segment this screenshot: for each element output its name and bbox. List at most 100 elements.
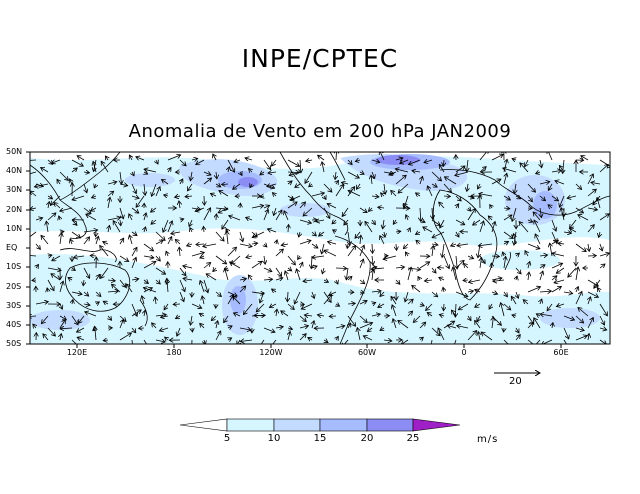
wind-vector: [312, 291, 314, 298]
wind-vector: [332, 220, 336, 224]
wind-vector: [213, 154, 216, 161]
wind-vector: [372, 302, 376, 304]
wind-vector: [59, 171, 68, 180]
wind-vector: [371, 196, 379, 197]
wind-vector: [309, 184, 312, 187]
wind-vector: [120, 238, 124, 245]
wind-vector: [478, 332, 480, 341]
wind-vector: [57, 179, 60, 185]
wind-vector: [347, 243, 348, 248]
colorbar: [179, 418, 461, 432]
wind-vector: [290, 195, 301, 200]
wind-vector: [372, 219, 375, 225]
wind-vector: [144, 227, 146, 233]
wind-vector: [30, 255, 37, 257]
wind-vector: [263, 159, 271, 170]
wind-vector: [155, 240, 163, 245]
wind-vector: [41, 168, 49, 173]
wind-vector: [155, 297, 156, 305]
wind-vector: [555, 181, 565, 185]
wind-vector: [162, 179, 169, 185]
wind-vector: [504, 256, 506, 269]
wind-vector: [384, 231, 385, 237]
wind-vector: [454, 339, 457, 344]
wind-vector: [480, 258, 482, 269]
wind-vector: [431, 171, 442, 181]
wind-vector: [78, 315, 85, 323]
wind-vector: [210, 193, 217, 196]
wind-vector: [597, 288, 600, 292]
wind-vector: [416, 232, 421, 235]
wind-vector: [46, 221, 48, 233]
wind-vector: [131, 247, 137, 257]
lon-label: 180: [166, 348, 182, 357]
wind-vector: [540, 299, 542, 305]
wind-vector: [453, 267, 457, 281]
wind-vector: [396, 243, 397, 250]
wind-vector: [442, 243, 444, 258]
wind-vector: [575, 183, 582, 190]
wind-vector: [131, 339, 133, 344]
wind-vector: [200, 281, 205, 293]
wind-vector: [443, 287, 444, 293]
wind-vector: [239, 328, 251, 330]
wind-vector: [287, 291, 288, 302]
wind-vector: [403, 243, 409, 249]
wind-vector: [196, 159, 205, 165]
wind-vector: [60, 233, 62, 245]
wind-vector: [568, 267, 577, 277]
wind-vector: [165, 337, 168, 340]
wind-vector: [100, 246, 109, 257]
wind-vector: [570, 219, 577, 228]
wind-vector: [248, 275, 252, 281]
wind-vector: [381, 193, 385, 196]
wind-vector: [552, 323, 553, 329]
wind-vector: [203, 279, 208, 293]
wind-vector: [444, 177, 457, 185]
wind-vector: [416, 240, 420, 244]
wind-vector: [539, 182, 550, 184]
wind-vector: [303, 280, 313, 281]
wind-vector: [54, 203, 61, 209]
wind-vector: [113, 221, 121, 233]
wind-vector: [311, 266, 317, 268]
wind-vector: [245, 158, 253, 160]
wind-vector: [467, 256, 474, 259]
wind-vector: [540, 271, 543, 281]
wind-vector: [47, 196, 53, 199]
wind-vector: [275, 278, 283, 280]
wind-vector: [427, 313, 433, 317]
colorbar-swatch-5: [412, 418, 461, 432]
wind-vector: [318, 155, 325, 161]
wind-vector: [478, 244, 493, 246]
wind-vector: [175, 196, 181, 197]
wind-vector: [215, 331, 221, 341]
wind-vector: [516, 291, 518, 298]
wind-vector: [269, 304, 277, 308]
wind-vector: [372, 255, 373, 265]
wind-vector: [155, 280, 160, 284]
wind-vector: [439, 164, 445, 173]
wind-vector: [213, 268, 216, 272]
wind-vector: [383, 255, 397, 259]
wind-vector: [558, 243, 565, 244]
wind-vector: [142, 296, 144, 305]
wind-vector: [48, 255, 52, 256]
wind-vector: [200, 323, 205, 329]
wind-vector: [251, 206, 264, 209]
lat-label: 20N: [6, 205, 23, 214]
wind-vector: [528, 262, 530, 269]
wind-vector: [95, 326, 96, 341]
wind-vector: [143, 280, 148, 284]
wind-vector: [491, 256, 499, 257]
wind-vector: [164, 303, 169, 310]
wind-vector: [191, 252, 204, 257]
wind-vector: [52, 160, 61, 163]
wind-vector: [440, 219, 445, 228]
wind-vector: [540, 159, 542, 168]
wind-vector: [83, 304, 90, 305]
wind-vector: [35, 302, 48, 304]
wind-vector: [342, 207, 349, 217]
wind-vector: [263, 205, 270, 208]
wind-vector: [30, 191, 37, 197]
